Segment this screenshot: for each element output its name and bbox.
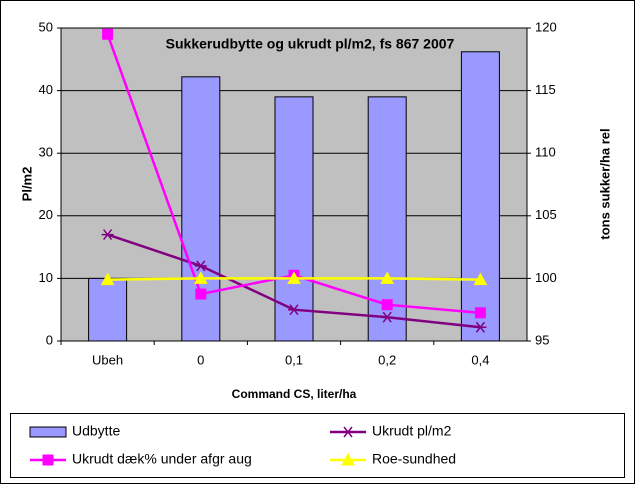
point [195,288,207,300]
legend-label: Udbytte [72,423,120,439]
bar [274,96,314,342]
y-tick-label: 0 [46,332,53,347]
point [474,321,487,333]
point [474,307,486,319]
point [194,260,207,272]
point [473,272,488,286]
bar [181,76,221,342]
legend-label: Roe-sundhed [372,451,456,467]
bar [88,277,128,342]
y2-tick-label: 115 [535,82,556,97]
x-tick-label: 0,2 [378,352,396,367]
x-tick-label: 0,4 [471,352,489,367]
point [381,299,393,311]
chart-title: Sukkerudbytte og ukrudt pl/m2, fs 867 20… [166,36,455,52]
point [288,304,300,316]
y-tick-label: 30 [39,145,53,160]
point [100,272,115,286]
y2-tick-label: 105 [535,207,557,222]
legend [10,413,625,478]
legend-label: Ukrudt dæk% under afgr aug [72,451,252,467]
point [101,229,114,241]
y-tick-label: 40 [39,82,53,97]
point [193,271,208,284]
x-axis-label: Command CS, liter/ha [232,387,357,401]
point [381,311,394,323]
legend-marker [341,452,355,466]
point [380,271,395,284]
x-tick-label: Ubeh [92,352,123,367]
y2-tick-label: 110 [535,145,556,160]
y-axis-label: Pl/m2 [19,167,34,202]
legend-swatch [29,426,67,438]
plot-layer [61,27,527,342]
y2-axis-label: tons sukker/ha rel [597,128,612,239]
y2-tick-label: 95 [535,332,549,347]
legend-label: Ukrudt pl/m2 [372,423,452,439]
y-tick-label: 20 [39,207,53,222]
point [102,28,114,40]
legend-marker [42,454,54,466]
y-tick-label: 10 [39,270,53,285]
y-tick-label: 50 [39,19,53,34]
bar [460,51,500,342]
point [287,271,301,284]
y2-tick-label: 100 [535,270,557,285]
y2-tick-label: 120 [535,19,557,34]
x-tick-label: 0,1 [285,352,303,367]
legend-marker [342,426,354,438]
x-tick-label: 0 [197,352,204,367]
